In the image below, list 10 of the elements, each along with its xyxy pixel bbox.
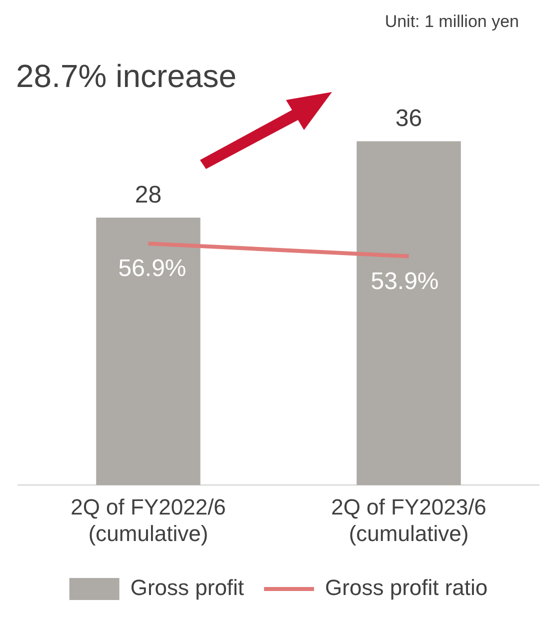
data-label: 36 [395,104,422,132]
data-label: 28 [134,181,162,208]
x-tick-label: 2Q of FY2022/6 (cumulative) [70,494,226,546]
x-tick-label: 2Q of FY2023/6 (cumulative) [331,494,486,546]
legend-label: Gross profit ratio [325,575,488,600]
data-label: 53.9% [370,268,439,295]
legend-label: Gross profit [130,575,244,600]
text: Unit: 1 million yen [384,12,519,32]
text: 28.7% increase [16,58,237,95]
data-label: 56.9% [118,255,186,282]
